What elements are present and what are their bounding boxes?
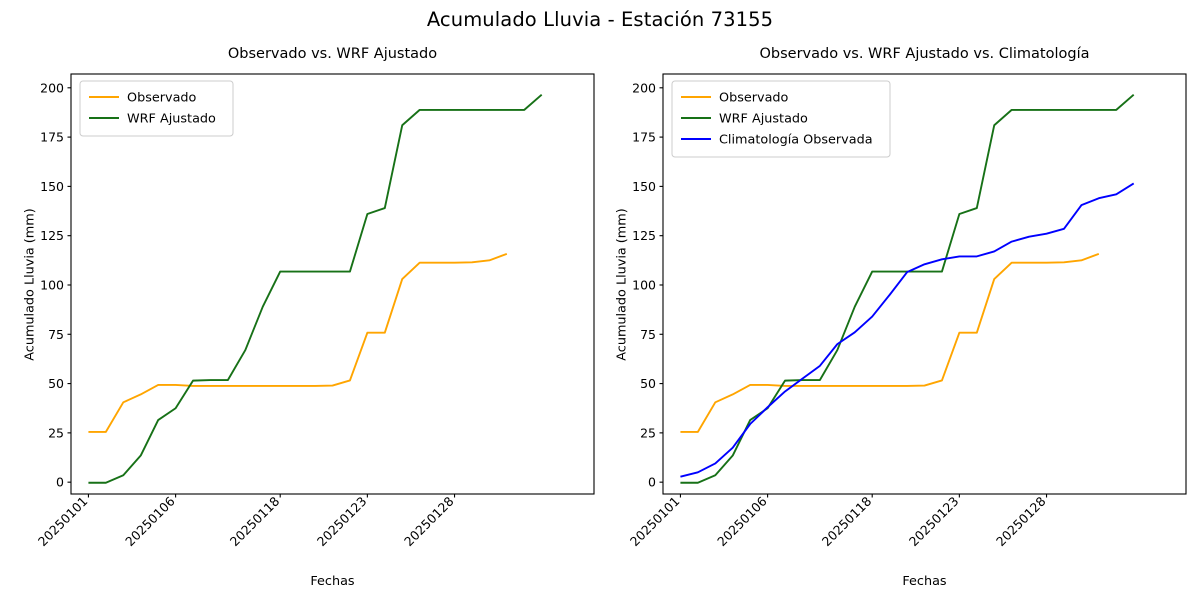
series-line-climatolog-a-observada bbox=[680, 182, 1135, 478]
y-tick-label: 175 bbox=[40, 130, 64, 145]
y-tick-label: 25 bbox=[640, 425, 656, 440]
y-tick-label: 150 bbox=[40, 179, 64, 194]
legend-box bbox=[671, 80, 891, 158]
series-line-observado bbox=[680, 252, 1100, 433]
y-tick-label: 25 bbox=[48, 425, 64, 440]
series-line-wrf-ajustado bbox=[88, 93, 543, 484]
series-line-observado bbox=[88, 252, 508, 433]
legend-label: Observado bbox=[127, 91, 197, 106]
y-tick-label: 175 bbox=[632, 130, 656, 145]
legend-box bbox=[79, 80, 234, 137]
y-tick-label: 100 bbox=[632, 277, 656, 292]
right-panel-xlabel: Fechas bbox=[902, 574, 947, 589]
right-panel-title: Observado vs. WRF Ajustado vs. Climatolo… bbox=[759, 46, 1090, 62]
legend-label: WRF Ajustado bbox=[719, 112, 808, 127]
y-tick-label: 0 bbox=[648, 475, 656, 490]
y-tick-label: 75 bbox=[48, 327, 64, 342]
y-tick-label: 150 bbox=[632, 179, 656, 194]
y-tick-label: 100 bbox=[40, 277, 64, 292]
x-tick-label: 20250128 bbox=[993, 493, 1049, 549]
x-tick-label: 20250106 bbox=[714, 493, 770, 549]
y-tick-label: 75 bbox=[640, 327, 656, 342]
y-tick-label: 50 bbox=[48, 376, 64, 391]
y-tick-label: 125 bbox=[40, 228, 64, 243]
axes-frame bbox=[70, 73, 595, 495]
x-tick-label: 20250118 bbox=[819, 493, 875, 549]
legend-label: Climatología Observada bbox=[719, 133, 873, 148]
legend-label: Observado bbox=[719, 91, 789, 106]
x-tick-label: 20250101 bbox=[627, 494, 683, 550]
legend-label: WRF Ajustado bbox=[127, 112, 216, 127]
x-tick-label: 20250123 bbox=[906, 494, 962, 550]
y-tick-label: 200 bbox=[40, 80, 64, 95]
left-panel-xlabel: Fechas bbox=[310, 574, 355, 589]
axes-frame bbox=[662, 73, 1187, 495]
figure-suptitle: Acumulado Lluvia - Estación 73155 bbox=[426, 8, 774, 31]
y-tick-label: 50 bbox=[640, 376, 656, 391]
y-tick-label: 125 bbox=[632, 228, 656, 243]
left-panel-title: Observado vs. WRF Ajustado bbox=[227, 46, 438, 62]
y-tick-label: 200 bbox=[632, 80, 656, 95]
y-tick-label: 0 bbox=[56, 475, 64, 490]
